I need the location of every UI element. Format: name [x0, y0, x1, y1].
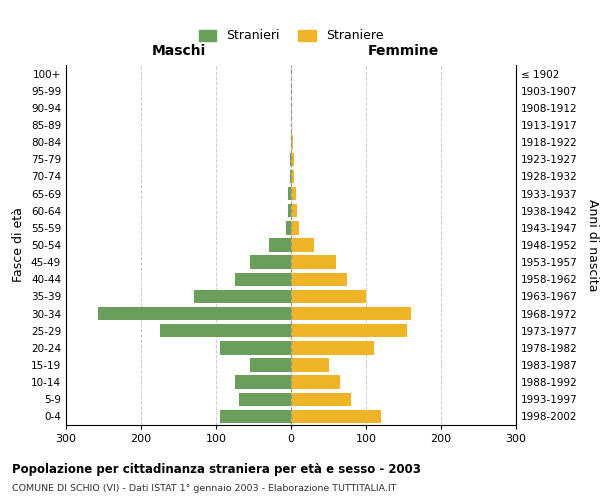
Bar	[160, 324, 291, 338]
Bar	[291, 256, 336, 269]
Bar	[291, 272, 347, 286]
Bar	[288, 187, 291, 200]
Bar	[290, 152, 291, 166]
Bar	[291, 358, 329, 372]
Bar	[291, 221, 299, 234]
Bar	[291, 307, 411, 320]
Bar	[291, 410, 381, 423]
Bar	[193, 290, 291, 303]
Bar	[291, 290, 366, 303]
Bar	[291, 136, 293, 149]
Bar	[235, 376, 291, 389]
Bar	[235, 272, 291, 286]
Bar	[288, 204, 291, 218]
Y-axis label: Anni di nascita: Anni di nascita	[586, 198, 599, 291]
Bar	[290, 170, 291, 183]
Bar	[291, 204, 297, 218]
Bar	[97, 307, 291, 320]
Bar	[291, 392, 351, 406]
Bar	[291, 341, 373, 354]
Bar	[220, 410, 291, 423]
Bar	[291, 376, 340, 389]
Text: Femmine: Femmine	[368, 44, 439, 58]
Bar	[291, 170, 294, 183]
Y-axis label: Fasce di età: Fasce di età	[13, 208, 25, 282]
Bar	[250, 358, 291, 372]
Text: Maschi: Maschi	[151, 44, 206, 58]
Bar	[286, 221, 291, 234]
Bar	[291, 187, 296, 200]
Text: COMUNE DI SCHIO (VI) - Dati ISTAT 1° gennaio 2003 - Elaborazione TUTTITALIA.IT: COMUNE DI SCHIO (VI) - Dati ISTAT 1° gen…	[12, 484, 397, 493]
Bar	[291, 324, 407, 338]
Bar	[220, 341, 291, 354]
Bar	[291, 238, 314, 252]
Bar	[269, 238, 291, 252]
Bar	[239, 392, 291, 406]
Bar	[250, 256, 291, 269]
Legend: Stranieri, Straniere: Stranieri, Straniere	[194, 24, 388, 48]
Bar	[291, 152, 294, 166]
Text: Popolazione per cittadinanza straniera per età e sesso - 2003: Popolazione per cittadinanza straniera p…	[12, 462, 421, 475]
